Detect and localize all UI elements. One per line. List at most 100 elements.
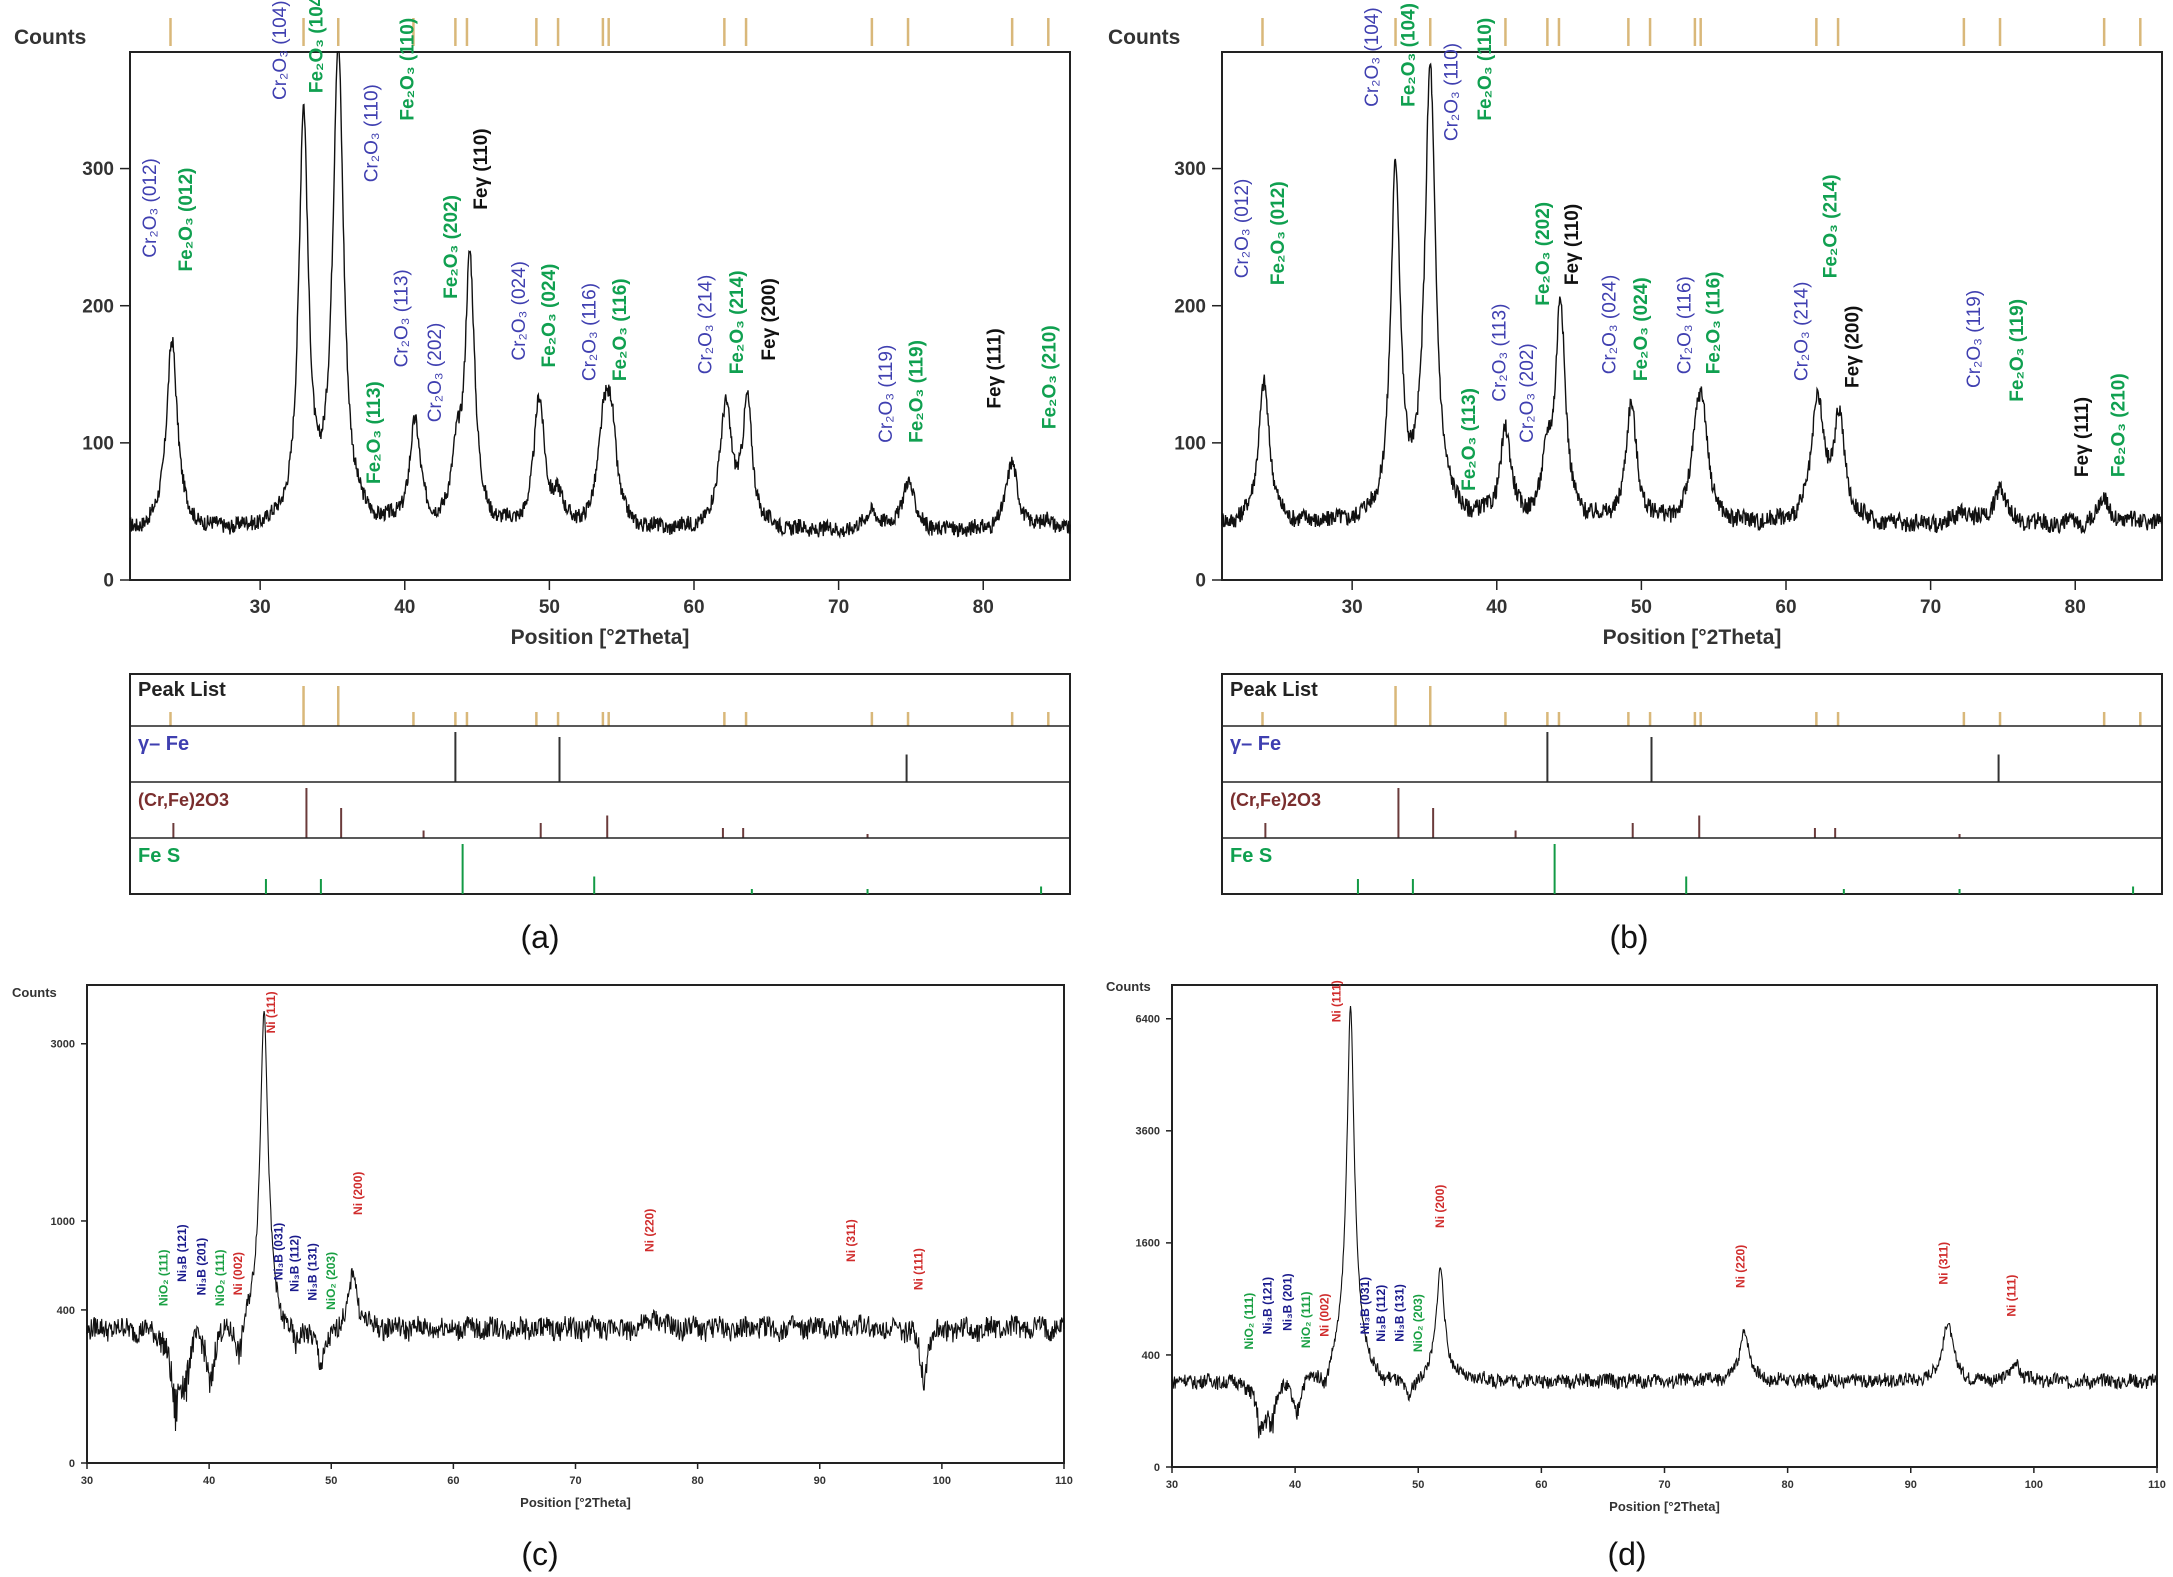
y-tick-label: 400	[1142, 1350, 1160, 1362]
y-tick-label: 300	[82, 159, 114, 180]
peak-label: Feγ (111)	[985, 328, 1006, 408]
phase-label-gamma_fe: γ– Fe	[1230, 733, 1281, 755]
peak-label: Ni (111)	[1330, 980, 1344, 1022]
peak-label: Fe₂O₃ (116)	[610, 278, 631, 381]
x-tick-label: 30	[1342, 597, 1363, 618]
panel-label: (c)	[521, 1536, 558, 1572]
x-tick-label: 40	[394, 597, 415, 618]
peak-label: Ni (220)	[643, 1209, 657, 1252]
x-tick-label: 80	[692, 1475, 704, 1487]
x-axis-title: Position [°2Theta]	[511, 626, 690, 649]
peak-label: Cr₂O₃ (113)	[392, 269, 413, 367]
panel-c: Counts 0 400 1000 3000 30 40 50 60 70 80 90 100 110 Po…	[12, 984, 1073, 1572]
peak-label: Cr₂O₃ (113)	[1489, 304, 1510, 402]
peak-label: Fe₂O₃ (110)	[1475, 18, 1496, 121]
peak-label: Cr₂O₃ (116)	[1675, 276, 1696, 374]
y-tick-label: 6400	[1136, 1014, 1160, 1026]
x-tick-label: 60	[1775, 597, 1796, 618]
panel-d: Counts 0 400 1600 3600 6400 30 40 50 60 70 80 90 100 1…	[1106, 979, 2166, 1572]
diffraction-trace	[1171, 1006, 2158, 1439]
x-tick-label: 110	[1055, 1475, 1073, 1487]
peak-label: Ni₃B (031)	[1358, 1277, 1372, 1335]
x-tick-label: 60	[447, 1475, 459, 1487]
peak-label: NiO₂ (111)	[157, 1249, 171, 1306]
phase-label-crfe2o3: (Cr,Fe)2O3	[138, 790, 229, 810]
x-tick-label: 80	[2065, 597, 2086, 618]
x-tick-label: 70	[828, 597, 849, 618]
panel-label: (d)	[1607, 1536, 1646, 1572]
peak-label: Ni (200)	[351, 1172, 365, 1215]
x-tick-label: 100	[2025, 1479, 2043, 1491]
peak-label: Fe₂O₃ (214)	[727, 270, 748, 374]
y-tick-label: 200	[1174, 296, 1206, 317]
x-tick-label: 70	[569, 1475, 581, 1487]
peak-label: Fe₂O₃ (113)	[1459, 388, 1480, 491]
peak-label: Ni₃B (201)	[1280, 1273, 1294, 1331]
phase-label-fes: Fe S	[1230, 845, 1272, 867]
counts-label: Counts	[1108, 26, 1180, 49]
panel-label: (b)	[1609, 919, 1648, 955]
peak-label: Cr₂O₃ (119)	[876, 345, 897, 443]
peak-list-frame	[129, 673, 1071, 895]
peak-label: Cr₂O₃ (012)	[1232, 179, 1253, 279]
peak-label: Ni (002)	[231, 1252, 245, 1295]
peak-label: Fe₂O₃ (012)	[176, 168, 197, 272]
counts-label: Counts	[1106, 979, 1151, 994]
peak-list: Peak List γ– Fe (Cr,Fe)2O3 Fe S	[1221, 673, 2163, 895]
peak-label: Fe₂O₃ (024)	[539, 264, 560, 368]
peak-label: Ni₃B (121)	[1261, 1277, 1275, 1335]
plot-frame	[1171, 984, 2158, 1468]
x-axis-title: Position [°2Theta]	[520, 1495, 631, 1510]
y-tick-label: 100	[1174, 434, 1206, 455]
peak-label: Feγ (111)	[2072, 397, 2093, 477]
plot-frame	[1221, 51, 2163, 581]
counts-label: Counts	[14, 26, 86, 49]
y-tick-label: 1600	[1136, 1238, 1160, 1250]
peak-label: Ni (111)	[911, 1248, 925, 1290]
x-tick-label: 50	[539, 597, 560, 618]
peak-label: Fe₂O₃ (214)	[1821, 174, 1842, 278]
x-tick-label: 80	[1782, 1479, 1794, 1491]
x-tick-label: 80	[973, 597, 994, 618]
plot-frame	[86, 984, 1065, 1464]
peak-label: Fe₂O₃ (119)	[906, 340, 927, 443]
peak-label: Cr₂O₃ (202)	[425, 323, 446, 423]
x-tick-label: 100	[933, 1475, 951, 1487]
panel-a: Counts 0 100 200 300 30 40 50 60 70 80 Position [°2…	[14, 0, 1071, 955]
peak-label: Feγ (200)	[759, 278, 780, 360]
peak-label: Ni₃B (131)	[1392, 1284, 1406, 1342]
y-tick-label: 300	[1174, 159, 1206, 180]
y-tick-label: 0	[1154, 1462, 1160, 1474]
x-tick-label: 70	[1658, 1479, 1670, 1491]
peak-label: Cr₂O₃ (110)	[361, 84, 382, 182]
peak-label: Ni₃B (201)	[194, 1238, 208, 1296]
peak-list-title: Peak List	[138, 679, 226, 701]
x-tick-label: 40	[203, 1475, 215, 1487]
peak-label: Fe₂O₃ (119)	[2007, 299, 2028, 402]
x-axis-title: Position [°2Theta]	[1609, 1499, 1720, 1514]
x-tick-label: 70	[1920, 597, 1941, 618]
diffraction-trace	[129, 51, 1071, 540]
peak-label: Cr₂O₃ (110)	[1442, 43, 1463, 141]
peak-list-title: Peak List	[1230, 679, 1318, 701]
peak-label: NiO₂ (111)	[1242, 1293, 1256, 1350]
peak-label: Fe₂O₃ (104)	[1398, 3, 1419, 107]
counts-label: Counts	[12, 985, 57, 1000]
peak-label: Fe₂O₃ (202)	[441, 195, 462, 299]
y-tick-label: 200	[82, 296, 114, 317]
x-tick-label: 90	[1905, 1479, 1917, 1491]
peak-label: Cr₂O₃ (214)	[1792, 282, 1813, 382]
peak-label: Cr₂O₃ (116)	[580, 283, 601, 381]
peak-label: Cr₂O₃ (024)	[1599, 275, 1620, 375]
peak-list-frame	[1221, 673, 2163, 895]
peak-label: Cr₂O₃ (214)	[695, 275, 716, 375]
x-tick-label: 30	[250, 597, 271, 618]
x-tick-label: 40	[1289, 1479, 1301, 1491]
peak-label: NiO₂ (111)	[1299, 1291, 1313, 1348]
phase-label-gamma_fe: γ– Fe	[138, 733, 189, 755]
peak-label: NiO₂ (203)	[324, 1252, 338, 1310]
x-tick-label: 50	[1412, 1479, 1424, 1491]
x-tick-label: 60	[1535, 1479, 1547, 1491]
peak-label: Cr₂O₃ (104)	[1362, 7, 1383, 107]
x-tick-label: 90	[814, 1475, 826, 1487]
